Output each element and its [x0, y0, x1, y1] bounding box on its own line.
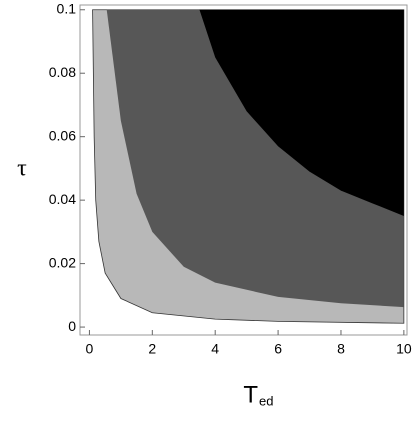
x-axis-label-subscript: ed	[259, 393, 273, 408]
y-tick-label: 0	[68, 318, 76, 334]
x-tick-label: 10	[396, 341, 412, 357]
y-axis-label: τ	[17, 156, 27, 182]
y-tick-label: 0.1	[57, 0, 77, 16]
y-tick-label: 0.04	[49, 191, 76, 207]
region	[199, 9, 404, 217]
y-tick-label: 0.08	[49, 64, 76, 80]
x-axis-label: T	[243, 381, 258, 408]
x-tick-label: 4	[211, 341, 219, 357]
x-tick-label: 6	[274, 341, 282, 357]
x-tick-label: 2	[148, 341, 156, 357]
y-tick-label: 0.02	[49, 254, 76, 270]
plot-frame	[79, 4, 408, 336]
x-tick-label: 8	[337, 341, 345, 357]
x-tick-label: 0	[86, 341, 94, 357]
y-tick-label: 0.06	[49, 127, 76, 143]
